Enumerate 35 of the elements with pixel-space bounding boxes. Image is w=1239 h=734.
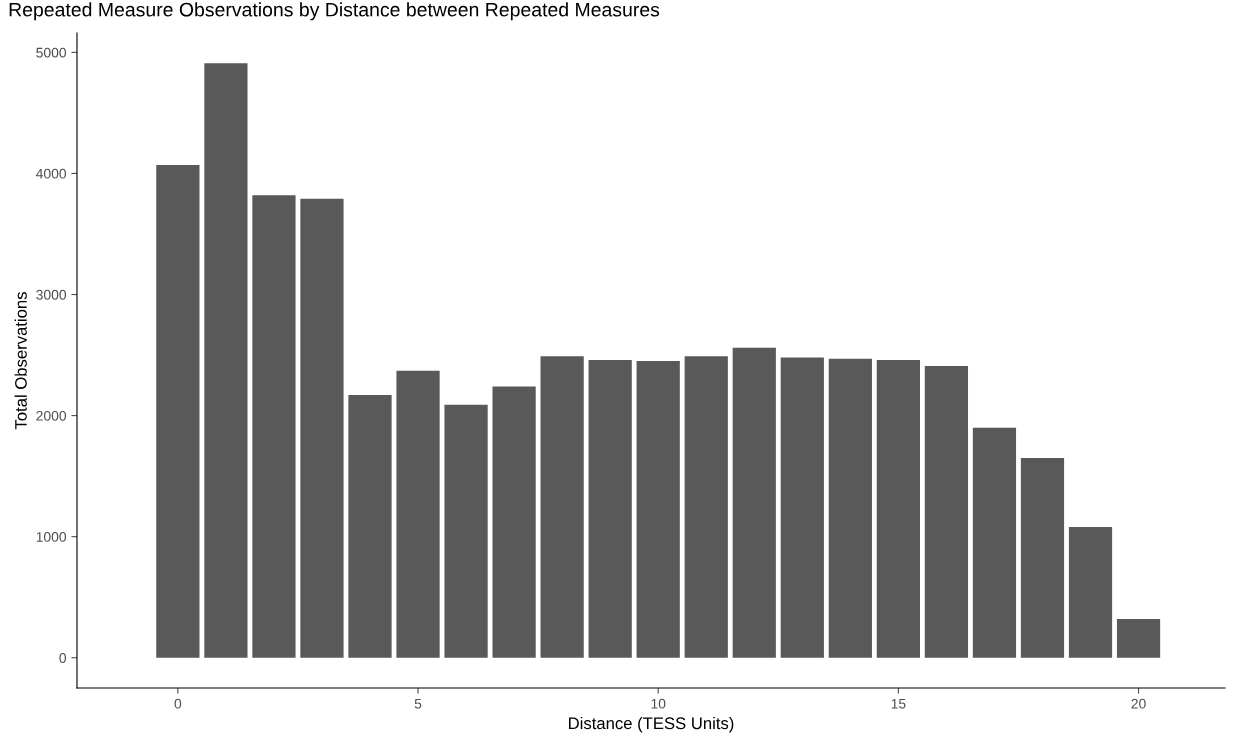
- bar: [636, 361, 680, 658]
- bar: [972, 427, 1017, 658]
- x-axis-title: Distance (TESS Units): [569, 716, 734, 733]
- bar: [396, 370, 440, 658]
- x-tick-label: 10: [651, 698, 666, 709]
- y-tick-label: 1000: [36, 531, 67, 542]
- bar: [156, 164, 200, 658]
- bar: [924, 365, 969, 658]
- bar: [876, 359, 920, 658]
- y-tick-label: 4000: [36, 168, 67, 179]
- bar: [444, 404, 488, 658]
- y-axis-title: Total Observations: [14, 292, 27, 430]
- y-tick-label: 3000: [36, 289, 67, 300]
- y-tick-label: 5000: [36, 47, 67, 58]
- bar: [204, 63, 248, 658]
- x-tick-label: 15: [891, 698, 906, 709]
- bar: [1020, 457, 1065, 658]
- y-tick-label: 2000: [36, 410, 67, 421]
- bar: [252, 195, 296, 658]
- x-tick-label: 0: [174, 698, 182, 709]
- bar: [732, 347, 776, 658]
- bar: [348, 395, 392, 658]
- bar: [828, 358, 872, 658]
- bar: [684, 356, 728, 658]
- chart-title: Repeated Measure Observations by Distance between Repeated Measures: [9, 2, 660, 21]
- bar: [492, 386, 536, 658]
- x-tick-label: 5: [414, 698, 422, 709]
- bar: [1068, 526, 1113, 658]
- bar: [540, 356, 584, 658]
- bar: [588, 359, 632, 658]
- bar: [1116, 618, 1161, 658]
- bar: [300, 198, 344, 658]
- x-tick-label: 20: [1131, 698, 1146, 709]
- y-tick-label: 0: [59, 653, 67, 663]
- bar: [780, 357, 824, 658]
